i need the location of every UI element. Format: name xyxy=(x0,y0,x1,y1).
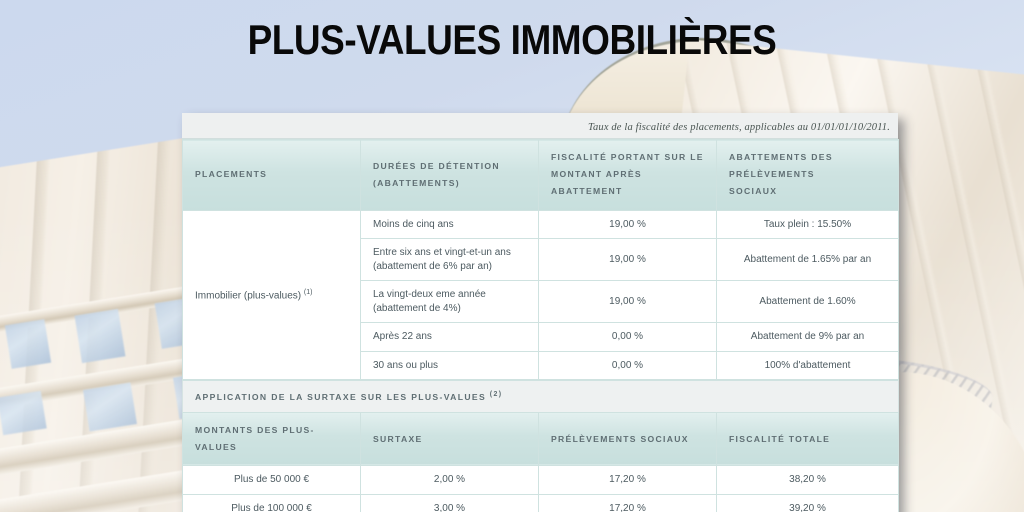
surtaxe-footnote-marker: (2) xyxy=(489,391,503,399)
cell-surtaxe: 3,00 % xyxy=(360,493,539,512)
col-header-placements-line1: PLACEMENTS xyxy=(195,169,268,180)
cell-duration: 30 ans ou plus xyxy=(360,350,539,381)
cell-duration-sub: (abattement de 4%) xyxy=(373,302,461,314)
cell-taxation: 0,00 % xyxy=(538,322,717,352)
col-header-durations-line2: (ABATTEMENTS) xyxy=(373,177,460,188)
cell-duration-text: Après 22 ans xyxy=(373,331,432,343)
surtaxe-table-body: APPLICATION DE LA SURTAXE SUR LES PLUS-V… xyxy=(181,380,900,512)
row-label-text: Immobilier (plus-values) xyxy=(195,289,302,301)
table-caption-bar: Taux de la fiscalité des placements, app… xyxy=(182,113,898,139)
row-label-immobilier: Immobilier (plus-values) (1) xyxy=(182,209,361,381)
col-header-taxation-line2: MONTANT APRÈS ABATTEMENT xyxy=(551,169,642,197)
col-header-taxation: FISCALITÉ PORTANT SUR LE MONTANT APRÈS A… xyxy=(538,139,717,211)
cell-amount: Plus de 50 000 € xyxy=(182,465,361,495)
surtaxe-section-title-row: APPLICATION DE LA SURTAXE SUR LES PLUS-V… xyxy=(181,380,900,413)
col-header-surtaxe: SURTAXE xyxy=(360,411,539,467)
cell-duration: La vingt-deux eme année (abattement de 4… xyxy=(360,280,539,324)
cell-abatement: Abattement de 1.65% par an xyxy=(716,238,899,282)
table-caption: Taux de la fiscalité des placements, app… xyxy=(588,122,890,133)
cell-taxation: 19,00 % xyxy=(538,209,717,240)
surtaxe-section-title: APPLICATION DE LA SURTAXE SUR LES PLUS-V… xyxy=(181,380,900,413)
table-row: Après 22 ans 0,00 % Abattement de 9% par… xyxy=(183,322,899,352)
col-header-social: PRÉLÈVEMENTS SOCIAUX xyxy=(538,411,717,467)
cell-abatement: Abattement de 9% par an xyxy=(716,322,899,352)
cell-social: 17,20 % xyxy=(538,493,717,512)
table-row: Plus de 50 000 € 2,00 % 17,20 % 38,20 % xyxy=(182,465,900,495)
cell-social: 17,20 % xyxy=(538,465,717,495)
main-rates-table: PLACEMENTS DURÉES DE DÉTENTION (ABATTEME… xyxy=(182,139,899,381)
cell-duration: Après 22 ans xyxy=(360,322,539,352)
col-header-amounts: MONTANTS DES PLUS-VALUES xyxy=(182,411,361,467)
col-header-durations-line1: DURÉES DE DÉTENTION xyxy=(373,160,500,171)
cell-abatement: 100% d'abattement xyxy=(716,350,899,381)
table-row: Plus de 100 000 € 3,00 % 17,20 % 39,20 % xyxy=(182,493,900,512)
cell-taxation: 19,00 % xyxy=(538,238,717,282)
cell-total: 39,20 % xyxy=(715,493,900,512)
main-table-body: Immobilier (plus-values) (1) Moins de ci… xyxy=(182,209,899,381)
cell-duration-text: 30 ans ou plus xyxy=(373,359,439,371)
cell-total: 38,20 % xyxy=(715,465,900,495)
col-header-placements: PLACEMENTS xyxy=(182,139,361,211)
main-table-head: PLACEMENTS DURÉES DE DÉTENTION (ABATTEME… xyxy=(182,139,899,211)
surtaxe-header-row: MONTANTS DES PLUS-VALUES SURTAXE PRÉLÈVE… xyxy=(182,411,900,467)
col-header-abatements-line2: SOCIAUX xyxy=(729,186,778,197)
col-header-abatements-line1: ABATTEMENTS DES PRÉLÈVEMENTS xyxy=(729,152,833,180)
table-row: 30 ans ou plus 0,00 % 100% d'abattement xyxy=(183,350,899,381)
cell-duration-sub: (abattement de 6% par an) xyxy=(373,260,492,272)
cell-abatement: Abattement de 1.60% xyxy=(716,280,899,324)
col-header-total: FISCALITÉ TOTALE xyxy=(715,411,900,467)
col-header-taxation-line1: FISCALITÉ PORTANT SUR LE xyxy=(551,152,704,162)
table-row: Entre six ans et vingt-et-un ans (abatte… xyxy=(183,238,899,282)
table-row: Immobilier (plus-values) (1) Moins de ci… xyxy=(182,209,899,381)
cell-duration-text: La vingt-deux eme année xyxy=(373,289,486,301)
cell-duration-text: Entre six ans et vingt-et-un ans xyxy=(373,247,511,259)
table-row: La vingt-deux eme année (abattement de 4… xyxy=(183,280,899,324)
cell-taxation: 0,00 % xyxy=(538,350,717,381)
rates-table-card: Taux de la fiscalité des placements, app… xyxy=(181,113,900,512)
surtaxe-table: APPLICATION DE LA SURTAXE SUR LES PLUS-V… xyxy=(181,380,900,512)
col-header-abatements: ABATTEMENTS DES PRÉLÈVEMENTS SOCIAUX xyxy=(716,139,899,211)
cell-surtaxe: 2,00 % xyxy=(360,465,539,495)
row-label-footnote-marker: (1) xyxy=(303,288,313,296)
main-header-row: PLACEMENTS DURÉES DE DÉTENTION (ABATTEME… xyxy=(182,139,899,211)
page-title: PLUS-VALUES IMMOBILIÈRES xyxy=(247,16,777,63)
surtaxe-section-title-text: APPLICATION DE LA SURTAXE SUR LES PLUS-V… xyxy=(195,391,487,402)
cell-duration: Entre six ans et vingt-et-un ans (abatte… xyxy=(360,238,539,282)
col-header-durations: DURÉES DE DÉTENTION (ABATTEMENTS) xyxy=(360,139,539,211)
cell-abatement: Taux plein : 15.50% xyxy=(716,209,899,240)
cell-duration: Moins de cinq ans xyxy=(360,209,539,240)
cell-amount: Plus de 100 000 € xyxy=(182,493,361,512)
cell-duration-text: Moins de cinq ans xyxy=(373,218,454,230)
cell-taxation: 19,00 % xyxy=(538,280,717,324)
